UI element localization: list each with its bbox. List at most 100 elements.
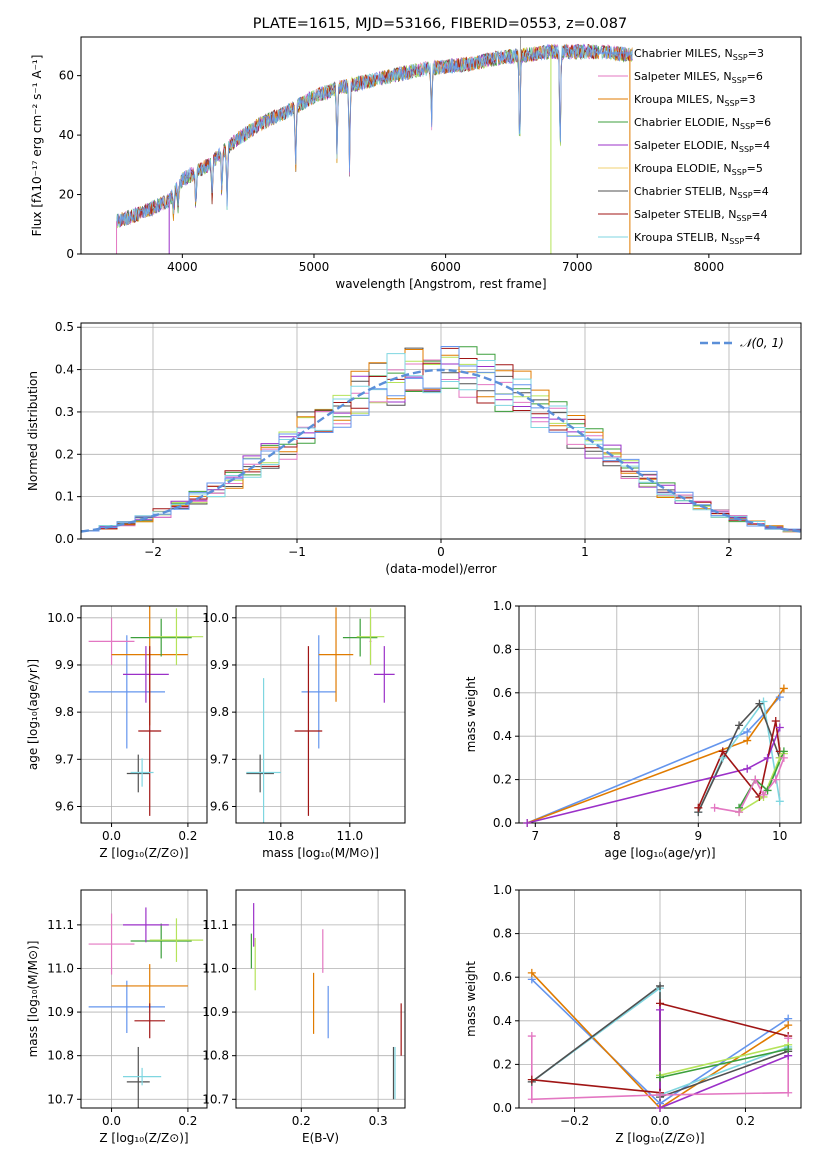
- y-tick-label: 0.0: [493, 816, 512, 830]
- legend-label-main: Chabrier MILES, N: [634, 47, 733, 60]
- x-tick-label: 4000: [167, 260, 198, 274]
- legend-label-end: =4: [744, 231, 760, 244]
- x-axis-label: (data-model)/error: [385, 562, 496, 576]
- weight-marker: [735, 808, 744, 817]
- weight-marker: [775, 797, 784, 806]
- y-tick-label: 20: [59, 188, 74, 202]
- y-tick-label: 0.2: [493, 1057, 512, 1071]
- y-tick-label: 10.7: [202, 1092, 229, 1106]
- gaussian-curve: [81, 368, 801, 533]
- weight-marker: [527, 968, 536, 977]
- plot-area-weight_vs_age: [519, 606, 801, 823]
- y-tick-label: 0.4: [55, 363, 74, 377]
- spectrum-line-7: [116, 44, 633, 227]
- weight-marker: [718, 747, 727, 756]
- x-axis-label: E(B-V): [302, 1131, 339, 1145]
- spectrum-line-1: [116, 43, 633, 226]
- figure-title: PLATE=1615, MJD=53166, FIBERID=0553, z=0…: [253, 16, 627, 32]
- panel-age_vs_Z: 0.0 0.2 9.6 9.7 9.8 9.9 10.0 Z [log₁₀(Z/Z⊙)] age…: [26, 605, 208, 860]
- y-axis-label: age [log₁₀(age/yr)]: [26, 659, 40, 770]
- weight-marker: [656, 1090, 664, 1099]
- spectrum-line-0: [116, 43, 633, 226]
- y-tick-label: 11.0: [47, 961, 74, 975]
- weight-marker: [759, 697, 768, 706]
- weight-marker: [527, 1075, 536, 1084]
- weight-marker: [656, 981, 664, 990]
- y-tick-label: 11.1: [47, 918, 74, 932]
- plot-area-residuals: [81, 323, 801, 539]
- legend-label-end: =6: [747, 70, 763, 83]
- weight-marker: [527, 1095, 536, 1104]
- y-tick-label: 9.7: [55, 752, 74, 766]
- plot-area-mass_vs_Z: [81, 890, 207, 1108]
- panel-mass_vs_ebv: 0.2 0.3 10.7 10.8 10.9 11.0 11.1 E(B-V): [202, 889, 406, 1145]
- spectrum-emission-spike: [519, 37, 522, 76]
- weight-marker: [694, 803, 703, 812]
- y-tick-label: 10.9: [202, 1005, 229, 1019]
- y-tick-label: 10.0: [47, 611, 74, 625]
- legend-label-end: =5: [747, 162, 763, 175]
- y-tick-label: 0.8: [493, 642, 512, 656]
- y-tick-label: 0.1: [55, 490, 74, 504]
- spectrum-line-6: [116, 45, 633, 226]
- legend-entry: Kroupa STELIB, NSSP=4: [634, 231, 760, 246]
- weight-marker: [656, 1073, 664, 1082]
- weight-marker: [775, 693, 784, 702]
- x-tick-label: 6000: [430, 260, 461, 274]
- y-tick-label: 60: [59, 69, 74, 83]
- spectrum-line-4: [116, 43, 633, 228]
- legend-entry: Kroupa ELODIE, NSSP=5: [634, 162, 763, 177]
- weight-marker: [775, 723, 784, 732]
- legend-label-main: Kroupa STELIB, N: [634, 231, 729, 244]
- plot-frame: [80, 889, 208, 1109]
- legend-label-sub: SSP: [729, 237, 744, 246]
- weight-line-2: [526, 688, 785, 823]
- legend-label-sub: SSP: [732, 76, 747, 85]
- weight-marker: [784, 1021, 793, 1030]
- y-tick-label: 11.0: [202, 961, 229, 975]
- y-tick-label: 10.8: [47, 1049, 74, 1063]
- plot-frame: [80, 322, 802, 540]
- x-axis-label: wavelength [Angstrom, rest frame]: [335, 277, 546, 291]
- x-axis-label: Z [log₁₀(Z/Z⊙)]: [99, 1131, 188, 1145]
- y-tick-label: 0.6: [493, 970, 512, 984]
- weight-marker: [771, 717, 780, 726]
- y-tick-label: 10.0: [202, 611, 229, 625]
- legend-label-sub: SSP: [739, 145, 754, 154]
- legend-entry: Salpeter ELODIE, NSSP=4: [634, 139, 770, 154]
- y-axis-label: mass weight: [464, 961, 478, 1037]
- x-tick-label: 0: [437, 545, 445, 559]
- weight-line-9: [659, 1044, 789, 1077]
- y-tick-label: 9.9: [55, 658, 74, 672]
- legend-label-end: =3: [739, 93, 755, 106]
- panel-age_vs_mass: 10.8 11.0 9.6 9.7 9.8 9.9 10.0 mass [log₁₀(M/M⊙…: [202, 605, 406, 860]
- panel-weight_vs_age: 7 8 9 10 0.0 0.2 0.4 0.6 0.8 1.0 age [log₁₀(age/yr…: [464, 599, 802, 860]
- y-tick-label: 0.5: [55, 320, 74, 334]
- legend-label-sub: SSP: [740, 122, 755, 131]
- legend-entry: Salpeter STELIB, NSSP=4: [634, 208, 768, 223]
- plot-frame: [518, 605, 802, 824]
- legend-label-end: =4: [751, 208, 767, 221]
- x-axis-label: mass [log₁₀(M/M⊙)]: [262, 846, 379, 860]
- y-tick-label: 0.8: [493, 927, 512, 941]
- y-tick-label: 1.0: [493, 883, 512, 897]
- legend-label-main: Salpeter STELIB, N: [634, 208, 736, 221]
- weight-marker: [743, 736, 752, 745]
- weight-marker: [779, 684, 788, 693]
- x-tick-label: 0.2: [736, 1114, 755, 1128]
- y-tick-label: 9.7: [210, 752, 229, 766]
- legend-label-end: =4: [753, 185, 769, 198]
- y-tick-label: 10.9: [47, 1005, 74, 1019]
- spectrum-line-2: [116, 43, 633, 228]
- panel-mass_vs_Z: 0.0 0.2 10.7 10.8 10.9 11.0 11.1 Z [log₁₀(Z/Z⊙)…: [26, 889, 208, 1145]
- legend-label-sub: SSP: [732, 168, 747, 177]
- y-axis-label: Flux [fλ10⁻¹⁷ erg cm⁻² s⁻¹ A⁻¹]: [30, 55, 44, 237]
- weight-marker: [784, 1034, 793, 1043]
- y-axis-label: mass [log₁₀(M/M⊙)]: [26, 941, 40, 1058]
- legend-label-main: Chabrier ELODIE, N: [634, 116, 740, 129]
- legend-label-main: Chabrier STELIB, N: [634, 185, 738, 198]
- x-tick-label: 2: [725, 545, 733, 559]
- panel-residuals: −2 −1 0 1 2 0.0 0.1 0.2 0.3 0.4 0.5 (data-model)/er…: [26, 320, 802, 576]
- y-tick-label: 0.4: [493, 729, 512, 743]
